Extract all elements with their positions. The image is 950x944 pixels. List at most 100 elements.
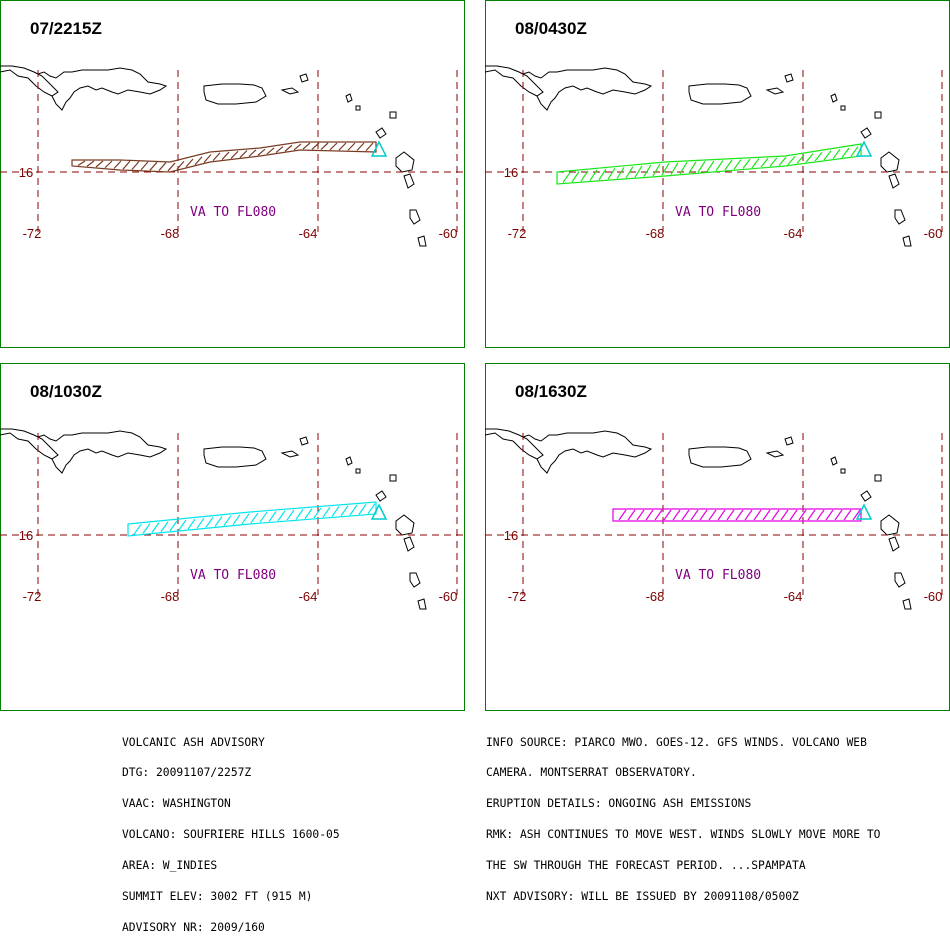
plume-hatch <box>816 509 825 521</box>
coastline-segment <box>860 127 872 139</box>
lat-lon-grid <box>0 433 465 595</box>
advisory-line: VOLCANIC ASH ADVISORY <box>122 735 265 749</box>
longitude-label: -72 <box>23 226 42 241</box>
valid-time-title: 08/1630Z <box>515 382 587 401</box>
coastline <box>485 65 912 247</box>
plume-hatch <box>769 157 778 167</box>
coastline-segment <box>280 450 300 458</box>
plume-hatch <box>778 156 787 166</box>
plume-hatch <box>805 153 814 163</box>
advisory-line: DTG: 20091107/2257Z <box>122 766 252 780</box>
advisory-line: AREA: W_INDIES <box>122 859 218 873</box>
longitude-label: -68 <box>161 226 180 241</box>
coastline-segment <box>395 151 415 173</box>
plume-hatch <box>690 509 699 521</box>
plume-hatch <box>293 143 302 151</box>
coastline-segment <box>0 65 59 97</box>
plume-hatch <box>814 151 823 162</box>
coastline-segment <box>874 474 882 482</box>
plume-hatch <box>735 509 744 521</box>
longitude-label: -68 <box>161 589 180 604</box>
plume-hatch <box>832 149 841 160</box>
plume-hatch <box>699 509 708 521</box>
map-canvas: -72 -68 -64 -60 16 08/1030Z VA TO FL080 <box>0 363 465 711</box>
plume-hatch <box>706 160 715 172</box>
coastline-segment <box>389 111 397 119</box>
plume-hatch <box>850 146 859 157</box>
plume-hatch <box>133 524 142 535</box>
plume-hatch <box>331 506 340 517</box>
plume-hatch <box>789 509 798 521</box>
va-flight-level-label: VA TO FL080 <box>190 568 276 583</box>
valid-time-title: 08/0430Z <box>515 19 587 38</box>
plume-hatch <box>230 150 239 159</box>
coastline-segment <box>417 235 427 247</box>
plume-hatch <box>131 161 140 170</box>
coastline-segment <box>888 536 900 552</box>
plume-hatch <box>625 166 634 179</box>
coastline-segment <box>784 73 794 83</box>
latitude-label: 16 <box>504 165 518 180</box>
remarks-line: THE SW THROUGH THE FORECAST PERIOD. ...S… <box>486 859 806 873</box>
plume-hatch <box>187 518 196 530</box>
longitude-label: -68 <box>646 589 665 604</box>
coastline <box>485 428 912 610</box>
plume-hatch <box>365 142 374 152</box>
plume-outline <box>127 501 377 537</box>
coastline-segment <box>37 67 168 111</box>
coastline-segment <box>355 105 361 111</box>
longitude-label: -64 <box>299 226 318 241</box>
plume-hatch <box>95 160 104 168</box>
plume-hatch <box>771 509 780 521</box>
plume-hatch <box>250 512 259 524</box>
plume-hatch <box>636 509 645 521</box>
plume-hatch <box>266 147 275 155</box>
plume-hatch <box>169 520 178 532</box>
coastline-segment <box>299 73 309 83</box>
plume-hatch <box>780 509 789 521</box>
coastline-segment <box>880 151 900 173</box>
plume-hatch <box>733 159 742 170</box>
ash-plume <box>127 501 377 537</box>
coastline-segment <box>830 456 838 466</box>
plume-hatch <box>652 163 661 177</box>
coastline-segment <box>522 430 653 474</box>
plume-hatch <box>358 504 367 515</box>
coastline-segment <box>395 514 415 536</box>
plume-hatch <box>634 165 643 178</box>
plume-hatch <box>284 144 293 152</box>
plume-hatch <box>841 147 850 158</box>
coastline-segment <box>355 468 361 474</box>
plume-hatch <box>268 511 277 522</box>
plume-hatch <box>715 160 724 172</box>
plume-hatch <box>663 509 672 521</box>
coastline-segment <box>902 598 912 610</box>
plume-hatch <box>140 161 149 171</box>
plume-hatch <box>286 509 295 521</box>
plume-hatch <box>151 522 160 533</box>
ash-plume <box>612 508 862 522</box>
remarks-line: CAMERA. MONTSERRAT OBSERVATORY. <box>486 766 697 780</box>
longitude-label: -68 <box>646 226 665 241</box>
coastline-segment <box>522 67 653 111</box>
plume-hatch <box>313 507 322 519</box>
plume-hatch <box>751 158 760 169</box>
plume-hatch <box>311 142 320 150</box>
plume-hatch <box>760 157 769 168</box>
plume-hatch <box>580 170 589 182</box>
remarks-line: ERUPTION DETAILS: ONGOING ASH EMISSIONS <box>486 797 752 811</box>
plume-hatch <box>744 509 753 521</box>
plume-hatch <box>347 142 356 151</box>
plume-hatch <box>196 517 205 529</box>
coastline-segment <box>403 173 415 189</box>
volcano-marker-icon <box>855 503 873 520</box>
coastline-segment <box>345 93 353 103</box>
lat-lon-grid <box>485 433 950 595</box>
coastline-segment <box>830 93 838 103</box>
latitude-label: 16 <box>19 528 33 543</box>
forecast-panel-3: -72 -68 -64 -60 16 08/1030Z VA TO FL080 <box>0 363 465 711</box>
coastline-segment <box>784 436 794 446</box>
plume-hatch <box>562 172 571 183</box>
ash-plume <box>556 143 862 185</box>
plume-hatch <box>697 161 706 173</box>
